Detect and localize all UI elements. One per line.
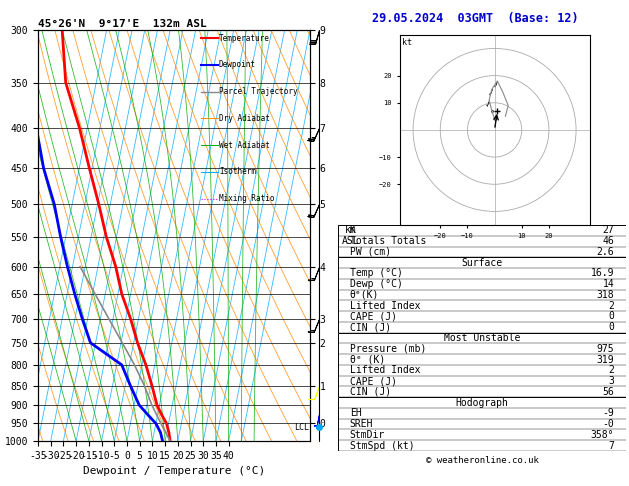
Text: Isotherm: Isotherm	[219, 167, 256, 176]
Text: 2.6: 2.6	[597, 247, 615, 257]
Text: SREH: SREH	[350, 419, 373, 429]
Text: 46: 46	[603, 236, 615, 246]
Text: LCL: LCL	[294, 422, 309, 432]
Text: 14: 14	[603, 279, 615, 289]
Text: 56: 56	[603, 387, 615, 397]
Text: 0: 0	[608, 312, 615, 321]
Text: θᵉ(K): θᵉ(K)	[350, 290, 379, 300]
Text: -9: -9	[603, 408, 615, 418]
Text: Temp (°C): Temp (°C)	[350, 268, 403, 278]
Text: 0: 0	[608, 322, 615, 332]
Text: CAPE (J): CAPE (J)	[350, 312, 397, 321]
Text: StmSpd (kt): StmSpd (kt)	[350, 441, 415, 451]
Text: 358°: 358°	[591, 430, 615, 440]
X-axis label: Dewpoint / Temperature (°C): Dewpoint / Temperature (°C)	[83, 466, 265, 476]
Text: 27: 27	[603, 226, 615, 235]
Text: Dry Adiabat: Dry Adiabat	[219, 114, 270, 123]
Text: 3: 3	[608, 376, 615, 386]
Text: CIN (J): CIN (J)	[350, 387, 391, 397]
Text: 975: 975	[597, 344, 615, 354]
Text: 2: 2	[608, 301, 615, 311]
Text: 319: 319	[597, 354, 615, 364]
Text: Dewp (°C): Dewp (°C)	[350, 279, 403, 289]
Text: Parcel Trajectory: Parcel Trajectory	[219, 87, 298, 96]
Text: CAPE (J): CAPE (J)	[350, 376, 397, 386]
Text: Dewpoint: Dewpoint	[219, 60, 256, 69]
Text: Hodograph: Hodograph	[455, 398, 508, 408]
Text: StmDir: StmDir	[350, 430, 385, 440]
Text: Wet Adiabat: Wet Adiabat	[219, 140, 270, 150]
Text: © weatheronline.co.uk: © weatheronline.co.uk	[426, 456, 538, 465]
Y-axis label: hPa: hPa	[0, 226, 2, 245]
Text: K: K	[350, 226, 355, 235]
Text: Surface: Surface	[462, 258, 503, 268]
Text: Most Unstable: Most Unstable	[444, 333, 520, 343]
Text: Pressure (mb): Pressure (mb)	[350, 344, 426, 354]
Text: CIN (J): CIN (J)	[350, 322, 391, 332]
Text: 16.9: 16.9	[591, 268, 615, 278]
Text: 2: 2	[608, 365, 615, 375]
Text: Temperature: Temperature	[219, 34, 270, 43]
Text: θᵉ (K): θᵉ (K)	[350, 354, 385, 364]
Text: 45°26'N  9°17'E  132m ASL: 45°26'N 9°17'E 132m ASL	[38, 19, 207, 29]
Text: Totals Totals: Totals Totals	[350, 236, 426, 246]
Text: PW (cm): PW (cm)	[350, 247, 391, 257]
Text: Lifted Index: Lifted Index	[350, 365, 420, 375]
Text: EH: EH	[350, 408, 362, 418]
Text: Lifted Index: Lifted Index	[350, 301, 420, 311]
Text: kt: kt	[402, 37, 412, 47]
Text: Mixing Ratio: Mixing Ratio	[219, 194, 274, 203]
Text: -0: -0	[603, 419, 615, 429]
Text: 7: 7	[608, 441, 615, 451]
Text: 318: 318	[597, 290, 615, 300]
Y-axis label: km
ASL: km ASL	[342, 225, 359, 246]
Text: 29.05.2024  03GMT  (Base: 12): 29.05.2024 03GMT (Base: 12)	[372, 12, 579, 25]
